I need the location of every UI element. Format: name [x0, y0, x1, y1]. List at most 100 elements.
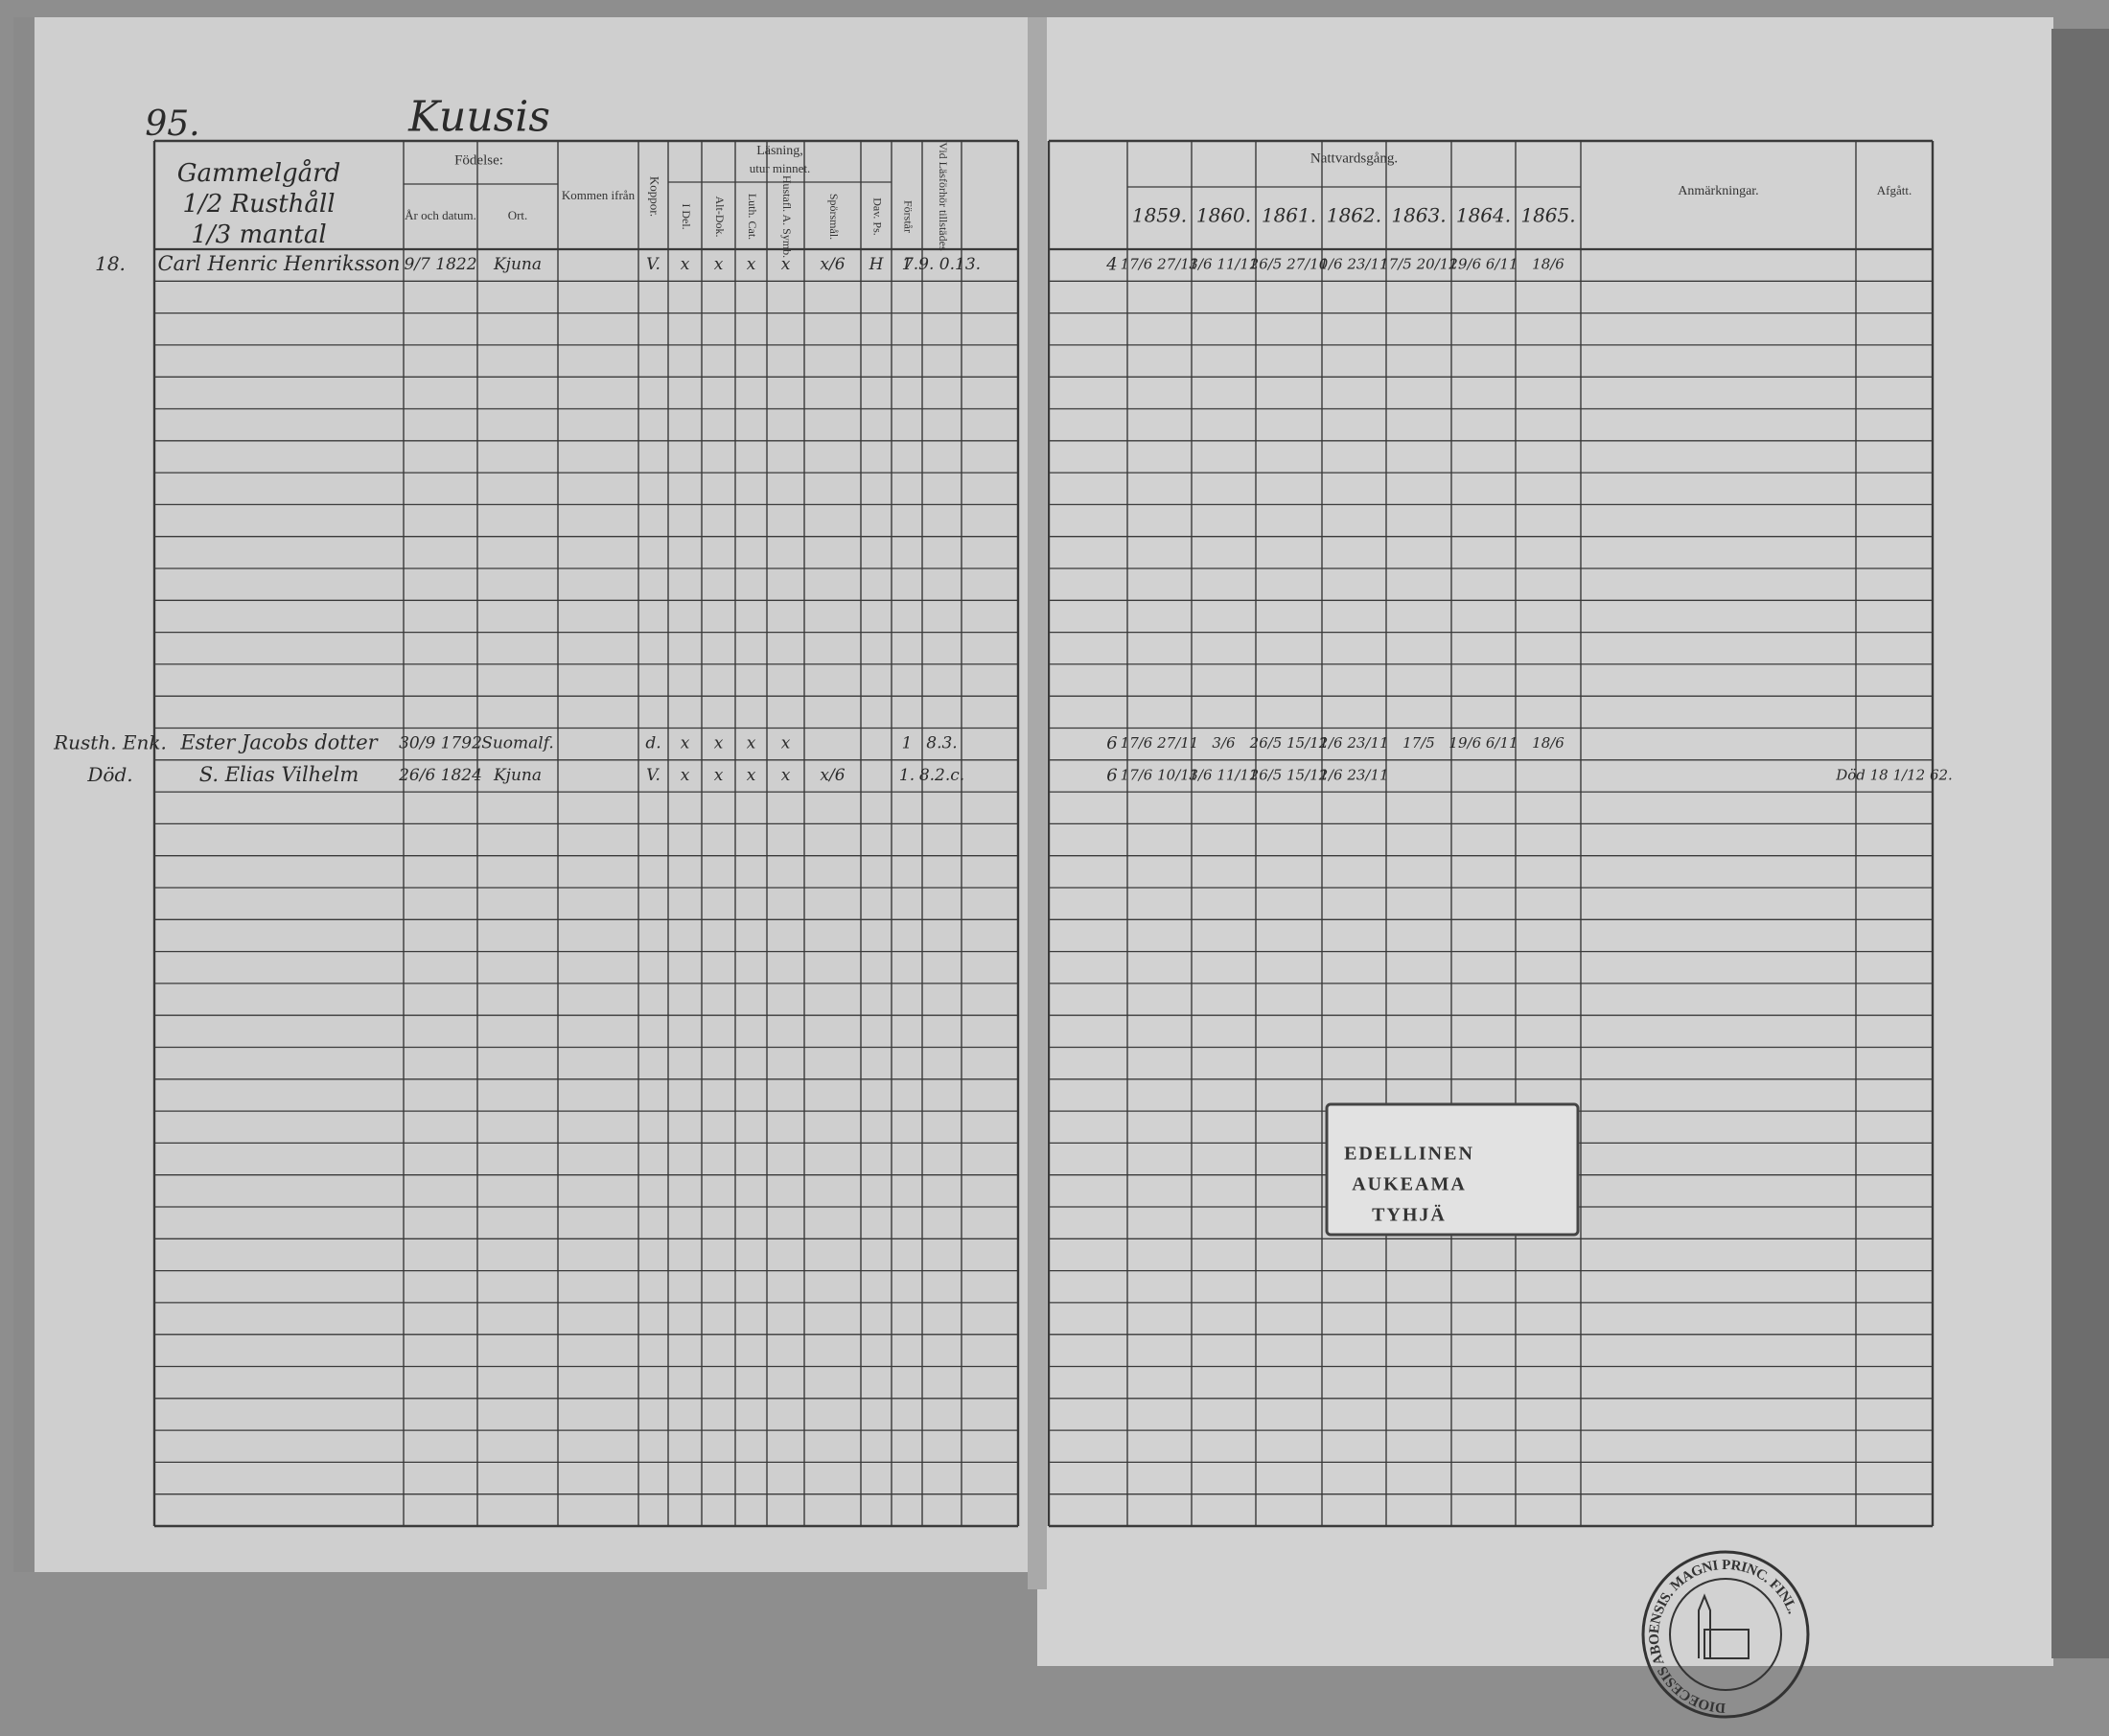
entry-mark: 6 — [1106, 765, 1117, 785]
entry-koppor: d. — [645, 734, 661, 753]
header: Vid Läsförhör tillstädes — [937, 142, 950, 251]
entry-forstar: 1 — [902, 734, 913, 753]
year-header: 1862. — [1327, 204, 1381, 227]
communion-date: 17/6 27/11 — [1121, 734, 1199, 752]
entry-koppor: V. — [646, 766, 661, 785]
header: Luth. Cat. — [746, 194, 759, 240]
gutter — [1028, 17, 1047, 1589]
entry-forstar: 1 — [902, 255, 913, 274]
stamp-text: AUKEAMA — [1352, 1174, 1467, 1195]
header: Dav. Ps. — [870, 197, 884, 236]
year-header: 1863. — [1391, 204, 1446, 227]
entry-birth-date: 30/9 1792 — [399, 734, 482, 753]
entry-tillstades: 8.3. — [926, 734, 957, 753]
communion-date: 26/5 15/12 — [1249, 766, 1329, 783]
right-page — [1037, 17, 2053, 1666]
left-page — [13, 17, 1035, 1572]
year-header: 1864. — [1456, 204, 1511, 227]
header: Afgått. — [1877, 183, 1912, 197]
entry-alt-dok: x — [714, 766, 724, 785]
entry-birth-place: Kjuna — [493, 766, 542, 785]
entry-name: Carl Henric Henriksson — [158, 252, 401, 275]
seal-tower — [1698, 1593, 1711, 1658]
communion-date: 3/6 11/11 — [1189, 766, 1258, 783]
entry-hustafl: x — [781, 255, 791, 274]
entry-sporsmal: x/6 — [820, 255, 845, 274]
entry-koppor: V. — [646, 255, 661, 274]
stamp-text: TYHJÄ — [1372, 1204, 1447, 1226]
year-header: 1861. — [1262, 204, 1316, 227]
page-number: 95. — [145, 104, 199, 144]
header: Kommen ifrån — [562, 188, 636, 202]
communion-date: 17/6 27/11 — [1121, 256, 1199, 273]
entry-tillstades: 7.9. 0.13. — [903, 255, 981, 274]
header: Födelse: — [454, 152, 503, 168]
communion-date: 17/5 — [1402, 734, 1435, 752]
entry-number: Död. — [86, 763, 132, 786]
entry-birth-date: 9/7 1822 — [404, 255, 476, 274]
village: Kuusis — [407, 93, 550, 142]
communion-date: 18/6 — [1532, 734, 1564, 752]
entry-i-del: x — [681, 734, 690, 753]
communion-date: 17/6 10/11 — [1121, 766, 1199, 783]
header: utur minnet. — [750, 161, 811, 175]
entry-dav-ps: H — [869, 255, 885, 274]
header: I Del. — [680, 203, 693, 229]
communion-date: 18/6 — [1532, 256, 1564, 273]
header: Förstår — [901, 200, 915, 233]
header: Ort. — [508, 208, 528, 222]
communion-date: 3/6 — [1212, 734, 1236, 752]
stamp-box — [1325, 1102, 1580, 1237]
year-header: 1865. — [1520, 204, 1575, 227]
entry-i-del: x — [681, 766, 690, 785]
communion-date: 26/5 15/12 — [1249, 734, 1329, 752]
entry-birth-place: Kjuna — [493, 255, 542, 274]
entry-birth-date: 26/6 1824 — [398, 766, 482, 785]
header: Läsning, — [756, 144, 803, 158]
header: Nattvardsgång. — [1310, 150, 1398, 166]
left-edge — [13, 17, 35, 1572]
entry-hustafl: x — [781, 734, 791, 753]
header: Hustafl. A. Symb. — [780, 175, 794, 258]
entry-birth-place: Suomalf. — [481, 734, 554, 753]
header: Koppor. — [648, 176, 662, 217]
header: Anmärkningar. — [1678, 184, 1758, 198]
entry-luth-cat: x — [747, 255, 756, 274]
communion-date: 1/6 23/11 — [1319, 256, 1388, 273]
entry-luth-cat: x — [747, 766, 756, 785]
entry-alt-dok: x — [714, 734, 724, 753]
entry-departure: Död 18 1/12 62. — [1835, 766, 1953, 783]
year-header: 1859. — [1132, 204, 1187, 227]
seal-outer — [1641, 1550, 1810, 1719]
entry-mark: 6 — [1106, 733, 1117, 753]
year-header: 1860. — [1196, 204, 1251, 227]
entry-sporsmal: x/6 — [820, 766, 845, 785]
communion-date: 1/6 23/11 — [1319, 766, 1388, 783]
seal-inner — [1669, 1578, 1782, 1691]
entry-name: S. Elias Vilhelm — [199, 763, 359, 786]
entry-name: Ester Jacobs dotter — [179, 731, 379, 754]
communion-date: 17/5 20/12 — [1379, 256, 1458, 273]
farm-name: Gammelgård — [177, 158, 341, 188]
header: Spörsmål. — [827, 194, 841, 240]
entry-alt-dok: x — [714, 255, 724, 274]
entry-forstar: 1. — [899, 766, 915, 785]
entry-hustafl: x — [781, 766, 791, 785]
entry-mark: 4 — [1105, 255, 1117, 275]
communion-date: 3/6 11/11 — [1189, 256, 1258, 273]
page-edges — [2051, 29, 2109, 1658]
farm-name: 1/2 Rusthåll — [182, 189, 335, 219]
header: År och datum. — [405, 208, 476, 222]
seal-church — [1703, 1629, 1750, 1659]
communion-date: 1/6 23/11 — [1319, 734, 1388, 752]
communion-date: 26/5 27/10 — [1249, 256, 1329, 273]
entry-number: Rusth. Enk. — [53, 731, 167, 754]
entry-luth-cat: x — [747, 734, 756, 753]
entry-i-del: x — [681, 255, 690, 274]
stamp-text: EDELLINEN — [1344, 1144, 1474, 1165]
communion-date: 19/6 6/11 — [1448, 256, 1518, 273]
communion-date: 19/6 6/11 — [1448, 734, 1518, 752]
header: Alt-Dok. — [713, 197, 727, 238]
farm-name: 1/3 mantal — [191, 220, 326, 249]
